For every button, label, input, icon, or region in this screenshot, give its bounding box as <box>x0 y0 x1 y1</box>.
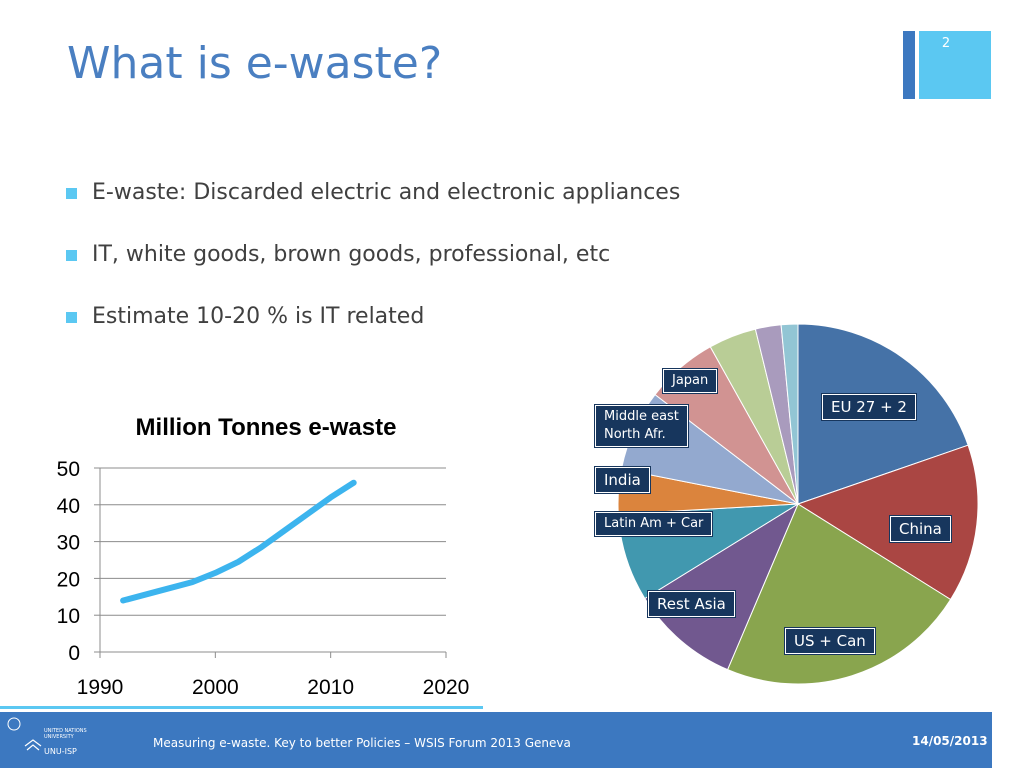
pie-slice-label: Rest Asia <box>648 591 735 617</box>
pie-slice-label: Japan <box>663 369 718 393</box>
line-chart: Million Tonnes e-waste 0 10 20 30 40 50 1990 20… <box>57 414 470 699</box>
footer-bar <box>0 712 992 768</box>
y-tick-label: 10 <box>57 605 80 628</box>
footer-accent-line <box>0 706 483 709</box>
line-chart-title: Million Tonnes e-waste <box>136 414 397 441</box>
series-line <box>120 479 357 604</box>
unu-logo: UNITED NATIONS UNIVERSITY UNU-ISP <box>7 717 87 756</box>
pie-slice-label: Latin Am + Car <box>595 512 713 536</box>
bullet-square-icon <box>66 250 77 261</box>
x-tick-label: 2010 <box>307 676 354 699</box>
pie-slice-label: EU 27 + 2 <box>822 394 916 420</box>
slide-number-box <box>919 31 991 99</box>
bullet-item: IT, white goods, brown goods, profession… <box>66 238 680 300</box>
footer-text: Measuring e-waste. Key to better Policie… <box>153 736 571 750</box>
bullet-item: Estimate 10-20 % is IT related <box>66 300 680 362</box>
bullet-list: E-waste: Discarded electric and electron… <box>66 176 680 362</box>
logo-line2: UNIVERSITY <box>44 734 75 740</box>
x-tick-label: 2020 <box>423 676 470 699</box>
y-tick-label: 50 <box>57 458 80 481</box>
slide-number: 2 <box>941 36 951 51</box>
bullet-text: IT, white goods, brown goods, profession… <box>92 242 611 267</box>
pie-slice-label: China <box>890 516 951 542</box>
pie-slice-label: US + Can <box>785 628 875 654</box>
title-accent-bar <box>903 31 915 99</box>
pie-slice <box>780 323 799 505</box>
bullet-square-icon <box>66 312 77 323</box>
pie-slice <box>644 502 800 671</box>
y-tick-label: 0 <box>68 642 80 665</box>
pie-slice-label: Middle east North Afr. <box>595 405 688 447</box>
slide-title: What is e-waste? <box>67 38 443 89</box>
logo-line1: UNITED NATIONS <box>44 728 87 734</box>
y-tick-label: 20 <box>57 568 80 591</box>
pie-slice <box>726 503 952 685</box>
footer-date: 14/05/2013 <box>912 734 988 748</box>
bullet-item: E-waste: Discarded electric and electron… <box>66 176 680 238</box>
x-tick-label: 2000 <box>192 676 239 699</box>
x-tick-label: 1990 <box>77 676 124 699</box>
y-tick-label: 30 <box>57 532 80 555</box>
y-tick-label: 40 <box>57 495 80 518</box>
bullet-square-icon <box>66 188 77 199</box>
logo-line3: UNU-ISP <box>44 747 77 756</box>
bullet-text: E-waste: Discarded electric and electron… <box>92 180 681 205</box>
pie-slice <box>796 444 979 601</box>
bullet-text: Estimate 10-20 % is IT related <box>92 304 425 329</box>
pie-slice-label: India <box>595 467 650 493</box>
